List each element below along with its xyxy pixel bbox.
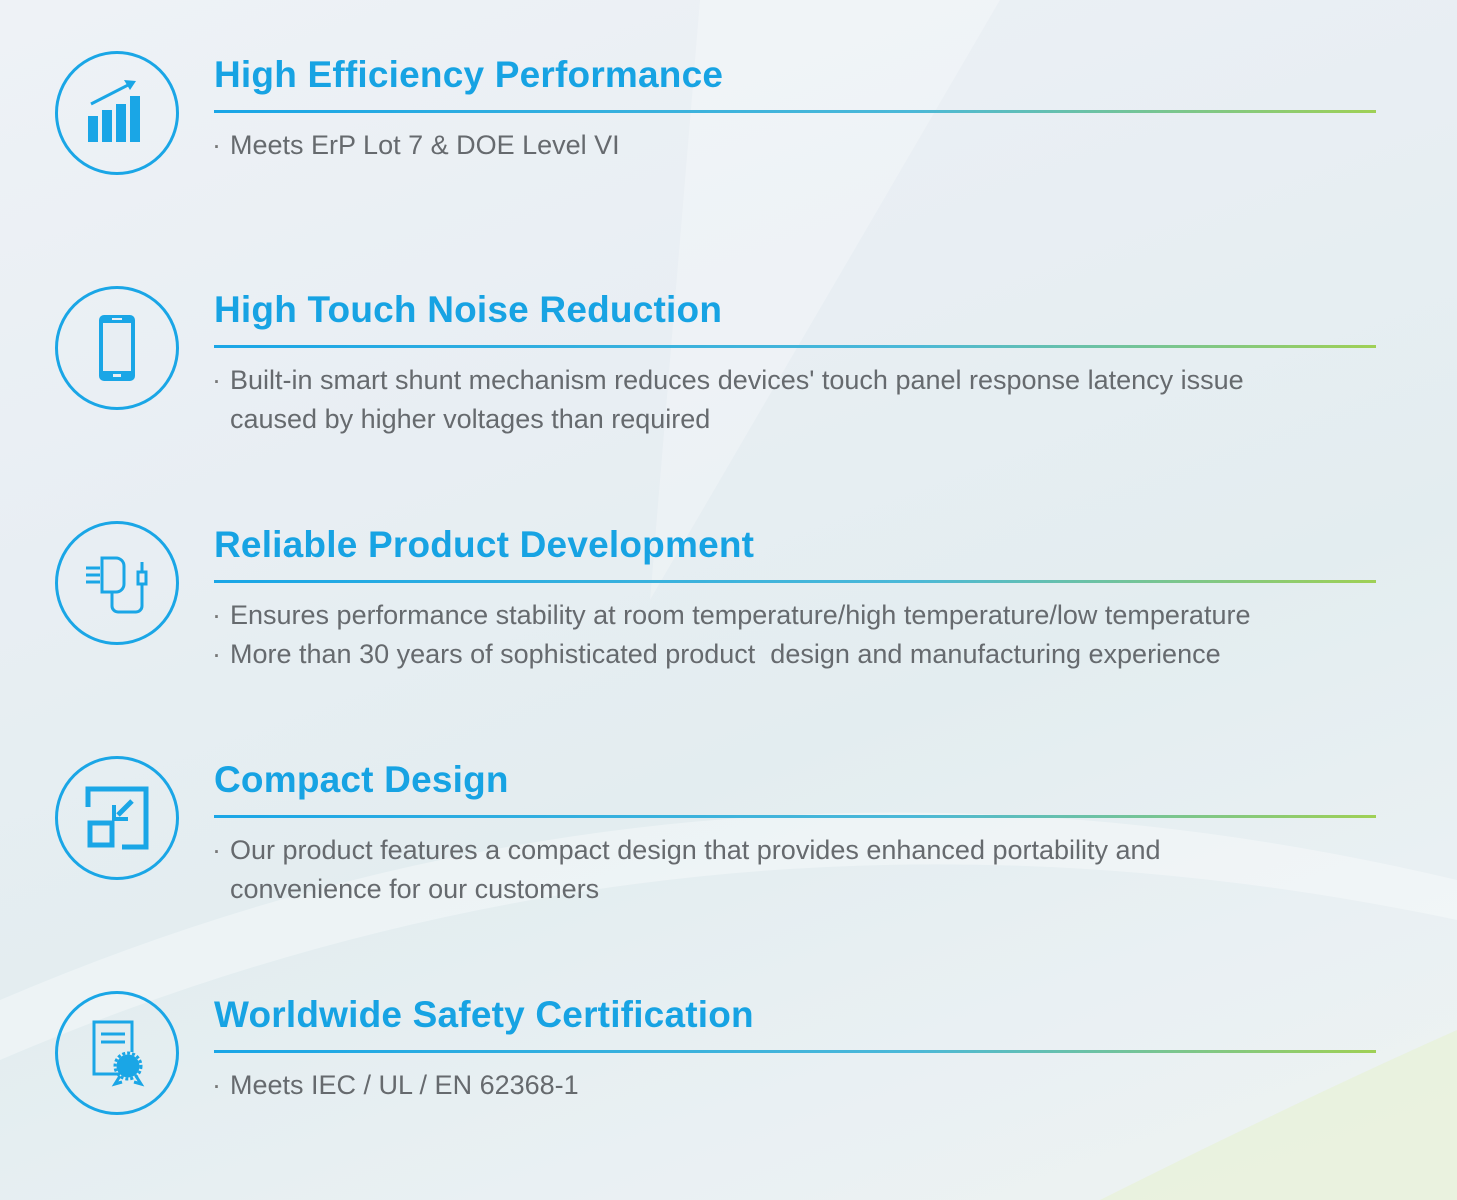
feature-bullets: Meets ErP Lot 7 & DOE Level VI: [212, 126, 620, 165]
feature-bullets: Ensures performance stability at room te…: [212, 596, 1250, 674]
bullet-item: Meets IEC / UL / EN 62368-1: [212, 1066, 579, 1105]
feature-section: High Efficiency Performance Meets ErP Lot…: [0, 40, 1457, 240]
bullet-item: Ensures performance stability at room te…: [212, 596, 1250, 635]
feature-title: Worldwide Safety Certification: [214, 994, 754, 1035]
feature-bullets: Our product features a compact design th…: [212, 831, 1161, 909]
compact-resize-icon: [55, 756, 179, 880]
feature-section: Reliable Product Development Ensures perf…: [0, 510, 1457, 710]
divider: [214, 580, 1376, 583]
bar-chart-growth-icon: [55, 51, 179, 175]
smartphone-icon: [55, 286, 179, 410]
bullet-item: More than 30 years of sophisticated prod…: [212, 635, 1250, 674]
power-adapter-icon: [55, 521, 179, 645]
feature-bullets: Built-in smart shunt mechanism reduces d…: [212, 361, 1244, 439]
feature-title: High Touch Noise Reduction: [214, 289, 723, 330]
divider: [214, 815, 1376, 818]
feature-section: Compact Design Our product features a com…: [0, 745, 1457, 945]
feature-section: High Touch Noise Reduction Built-in smart…: [0, 275, 1457, 475]
bullet-item: Meets ErP Lot 7 & DOE Level VI: [212, 126, 620, 165]
feature-bullets: Meets IEC / UL / EN 62368-1: [212, 1066, 579, 1105]
feature-title: Compact Design: [214, 759, 509, 800]
divider: [214, 345, 1376, 348]
feature-title: Reliable Product Development: [214, 524, 755, 565]
feature-title: High Efficiency Performance: [214, 54, 724, 95]
feature-section: Worldwide Safety Certification Meets IEC …: [0, 980, 1457, 1180]
bullet-item: Our product features a compact design th…: [212, 831, 1161, 909]
bullet-item: Built-in smart shunt mechanism reduces d…: [212, 361, 1244, 439]
certificate-icon: [55, 991, 179, 1115]
divider: [214, 110, 1376, 113]
divider: [214, 1050, 1376, 1053]
